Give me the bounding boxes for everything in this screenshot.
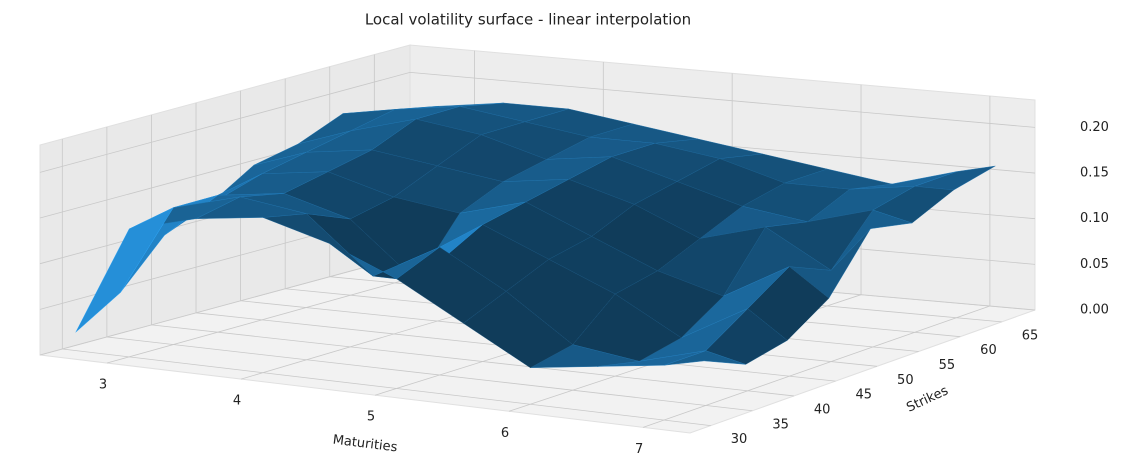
z-tick-label: 0.20	[1080, 120, 1109, 135]
grid-line	[642, 305, 991, 428]
x-tick-label: 5	[367, 410, 375, 425]
chart-title: Local volatility surface - linear interp…	[365, 11, 691, 29]
grid-line	[39, 254, 411, 356]
y-tick-label: 50	[897, 373, 914, 388]
surface-patch	[75, 207, 174, 333]
grid-line	[62, 348, 711, 426]
z-tick-label: 0.10	[1080, 211, 1109, 226]
x-tick-label: 7	[635, 442, 643, 457]
y-tick-label: 35	[772, 417, 789, 432]
x-tick-label: 6	[501, 426, 509, 441]
y-tick-label: 55	[939, 358, 956, 373]
grid-line	[106, 336, 753, 412]
y-tick-label: 30	[731, 432, 748, 447]
grid-line	[39, 72, 411, 173]
z-tick-label: 0.15	[1080, 166, 1109, 181]
grid-line	[151, 324, 794, 397]
y-tick-label: 65	[1022, 328, 1039, 343]
y-axis-label: Strikes	[904, 383, 951, 415]
grid-line	[409, 71, 1036, 128]
x-tick-label: 3	[99, 378, 107, 393]
z-tick-label: 0.00	[1080, 303, 1109, 318]
y-tick-label: 60	[980, 343, 997, 358]
y-tick-label: 45	[855, 388, 872, 403]
z-tick-label: 0.05	[1080, 257, 1109, 272]
y-tick-label: 40	[814, 402, 831, 417]
x-tick-label: 4	[233, 394, 241, 409]
x-axis-label: Maturities	[332, 433, 399, 456]
